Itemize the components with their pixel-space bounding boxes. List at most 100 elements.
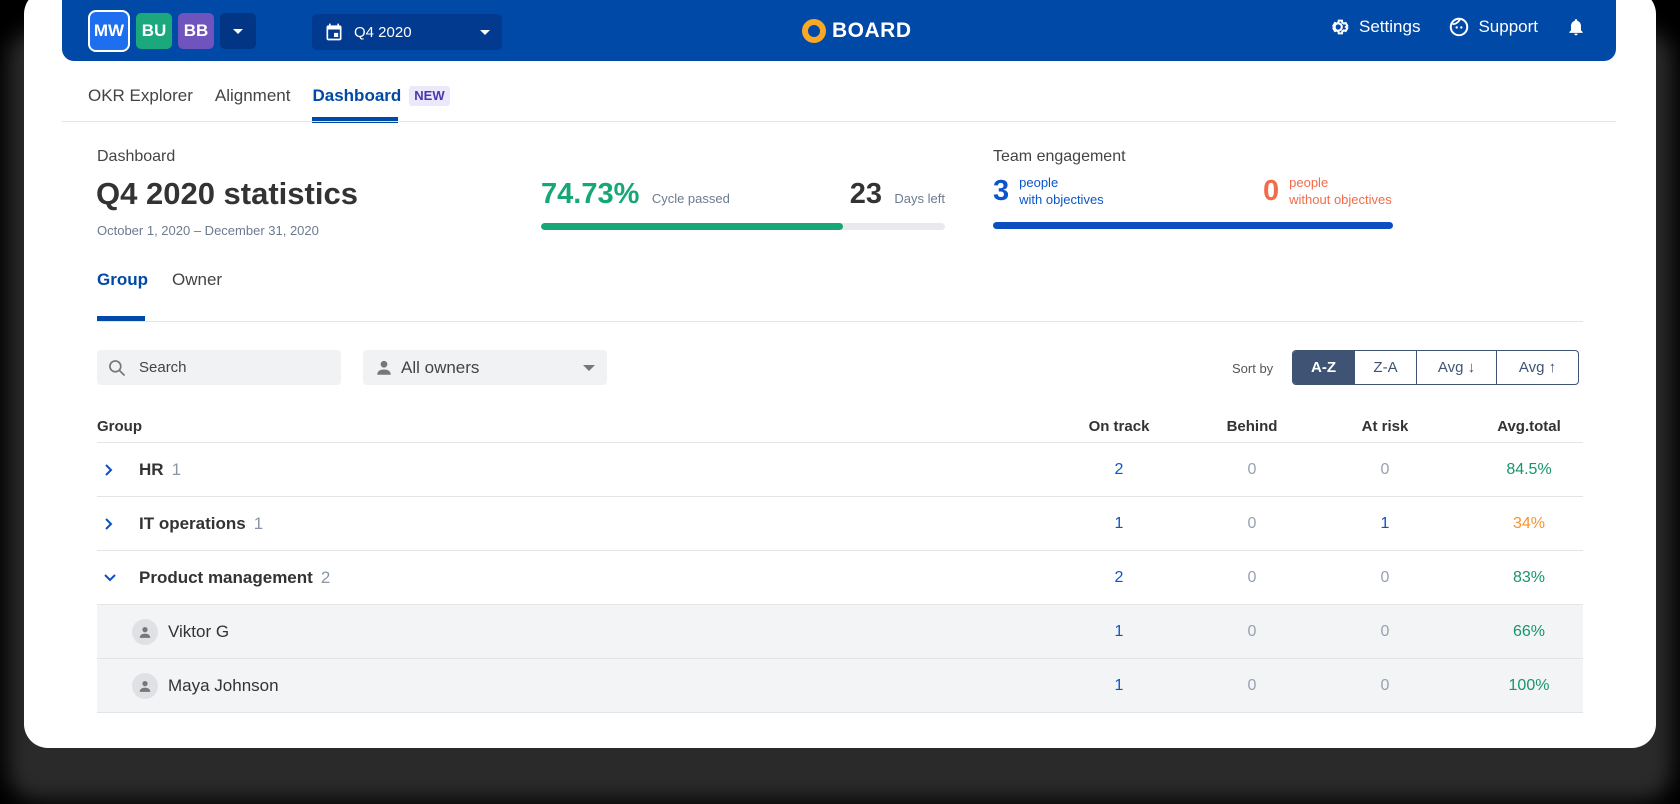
chevron-right-icon[interactable] bbox=[103, 517, 117, 531]
top-bar: MW BU BB Q4 2020 BOARD Settings Support bbox=[62, 0, 1616, 61]
active-tab-indicator bbox=[312, 117, 399, 123]
cycle-percent-label: Cycle passed bbox=[651, 191, 730, 206]
workspace-avatar-mw[interactable]: MW bbox=[88, 10, 130, 52]
column-header-on-track[interactable]: On track bbox=[1088, 417, 1150, 435]
cycle-select[interactable]: Q4 2020 bbox=[312, 14, 502, 50]
table-header: Group On track Behind At risk Avg.total bbox=[97, 410, 1583, 443]
at-risk-count: 1 bbox=[1380, 514, 1390, 532]
on-track-count: 1 bbox=[1114, 514, 1124, 532]
tab-label: Group bbox=[97, 270, 148, 289]
notifications-button[interactable] bbox=[1566, 16, 1586, 38]
person-icon bbox=[139, 680, 151, 692]
subtab-divider bbox=[97, 321, 1583, 322]
chevron-down-icon bbox=[583, 364, 595, 371]
chevron-down-icon bbox=[480, 29, 490, 35]
support-button[interactable]: Support bbox=[1448, 16, 1538, 38]
settings-button[interactable]: Settings bbox=[1329, 16, 1420, 38]
logo-ring-icon bbox=[802, 19, 826, 43]
search-placeholder: Search bbox=[139, 359, 187, 376]
gear-icon bbox=[1332, 19, 1349, 35]
workspace-avatar-bu[interactable]: BU bbox=[136, 13, 172, 49]
top-actions: Settings Support bbox=[1329, 16, 1586, 38]
chevron-right-icon[interactable] bbox=[103, 463, 117, 477]
group-name: IT operations bbox=[139, 513, 246, 533]
owner-filter-select[interactable]: All owners bbox=[363, 350, 607, 385]
team-engagement-title: Team engagement bbox=[993, 148, 1126, 165]
group-stats-table: Group On track Behind At risk Avg.total … bbox=[97, 410, 1583, 713]
people-with-objectives-count: 3 bbox=[993, 174, 1010, 207]
tab-dashboard[interactable]: Dashboard NEW bbox=[312, 70, 450, 123]
sort-avg-desc-button[interactable]: Avg ↓ bbox=[1417, 351, 1497, 384]
behind-count: 0 bbox=[1247, 514, 1257, 532]
tab-owner[interactable]: Owner bbox=[172, 270, 222, 322]
at-risk-count: 0 bbox=[1380, 676, 1390, 694]
cycle-select-value: Q4 2020 bbox=[354, 23, 412, 41]
tab-alignment[interactable]: Alignment bbox=[215, 70, 291, 122]
tab-label: Alignment bbox=[214, 86, 291, 105]
avatar bbox=[132, 618, 158, 645]
new-badge: NEW bbox=[409, 86, 450, 106]
member-name: Viktor G bbox=[168, 621, 230, 641]
workspace-switcher: MW BU BB bbox=[88, 10, 256, 52]
date-range: October 1, 2020 – December 31, 2020 bbox=[97, 223, 319, 238]
at-risk-count: 0 bbox=[1380, 460, 1390, 478]
on-track-count: 2 bbox=[1114, 568, 1124, 586]
group-member-count: 2 bbox=[320, 567, 331, 587]
page-title: Q4 2020 statistics bbox=[96, 176, 358, 211]
sort-z-a-button[interactable]: Z-A bbox=[1355, 351, 1417, 384]
calendar-icon bbox=[326, 23, 342, 41]
nav-divider bbox=[62, 121, 1616, 122]
search-input[interactable]: Search bbox=[97, 350, 341, 385]
table-row[interactable]: HR 1 2 0 0 84.5% bbox=[97, 443, 1583, 497]
at-risk-count: 0 bbox=[1380, 568, 1390, 586]
table-row-member[interactable]: Maya Johnson 1 0 0 100% bbox=[97, 659, 1583, 713]
column-header-group[interactable]: Group bbox=[97, 417, 142, 435]
settings-label: Settings bbox=[1359, 17, 1421, 36]
column-header-avg-total[interactable]: Avg.total bbox=[1497, 417, 1561, 435]
active-tab-indicator bbox=[97, 316, 145, 322]
avatar bbox=[132, 672, 158, 699]
person-icon bbox=[377, 360, 391, 375]
table-row[interactable]: Product management 2 2 0 0 83% bbox=[97, 551, 1583, 605]
at-risk-count: 0 bbox=[1380, 622, 1390, 640]
table-row[interactable]: IT operations 1 1 0 1 34% bbox=[97, 497, 1583, 551]
support-face-icon bbox=[1450, 17, 1469, 37]
cycle-progress: 74.73% Cycle passed 23 Days left bbox=[541, 178, 945, 230]
tab-okr-explorer[interactable]: OKR Explorer bbox=[88, 70, 193, 122]
chevron-down-icon[interactable] bbox=[103, 572, 117, 584]
days-left-count: 23 bbox=[849, 178, 882, 210]
more-workspaces-button[interactable] bbox=[220, 13, 256, 49]
people-with-label-1: people bbox=[1019, 175, 1059, 190]
cycle-progress-bar bbox=[541, 223, 945, 230]
member-name: Maya Johnson bbox=[168, 675, 279, 695]
breadcrumb: Dashboard bbox=[97, 148, 176, 165]
column-header-at-risk[interactable]: At risk bbox=[1361, 417, 1409, 435]
app-window: MW BU BB Q4 2020 BOARD Settings Support bbox=[24, 0, 1656, 748]
sort-buttons: A-Z Z-A Avg ↓ Avg ↑ bbox=[1292, 350, 1579, 385]
avg-total: 34% bbox=[1512, 514, 1546, 532]
tab-group[interactable]: Group bbox=[97, 270, 148, 322]
group-name: Product management bbox=[139, 567, 313, 587]
avg-total: 66% bbox=[1512, 622, 1546, 640]
bell-icon bbox=[1569, 19, 1583, 36]
people-without-label-2: without objectives bbox=[1289, 192, 1392, 207]
search-icon bbox=[109, 359, 126, 376]
team-engagement: Team engagement 3 people with objectives… bbox=[993, 148, 1393, 229]
workspace-avatar-bb[interactable]: BB bbox=[178, 13, 214, 49]
avg-total: 100% bbox=[1508, 676, 1550, 694]
behind-count: 0 bbox=[1247, 676, 1257, 694]
sort-a-z-button[interactable]: A-Z bbox=[1293, 351, 1355, 384]
behind-count: 0 bbox=[1247, 622, 1257, 640]
cycle-percent: 74.73% bbox=[541, 178, 640, 210]
sort-avg-asc-button[interactable]: Avg ↑ bbox=[1518, 359, 1557, 376]
avg-total: 84.5% bbox=[1506, 460, 1552, 478]
tab-label: Dashboard bbox=[312, 86, 402, 105]
group-member-count: 1 bbox=[171, 459, 182, 479]
board-logo[interactable]: BOARD bbox=[802, 19, 912, 43]
person-icon bbox=[139, 626, 151, 638]
column-header-behind[interactable]: Behind bbox=[1226, 417, 1278, 435]
group-member-count: 1 bbox=[253, 513, 264, 533]
table-row-member[interactable]: Viktor G 1 0 0 66% bbox=[97, 605, 1583, 659]
main-nav: OKR Explorer Alignment Dashboard NEW bbox=[88, 70, 450, 123]
behind-count: 0 bbox=[1247, 460, 1257, 478]
